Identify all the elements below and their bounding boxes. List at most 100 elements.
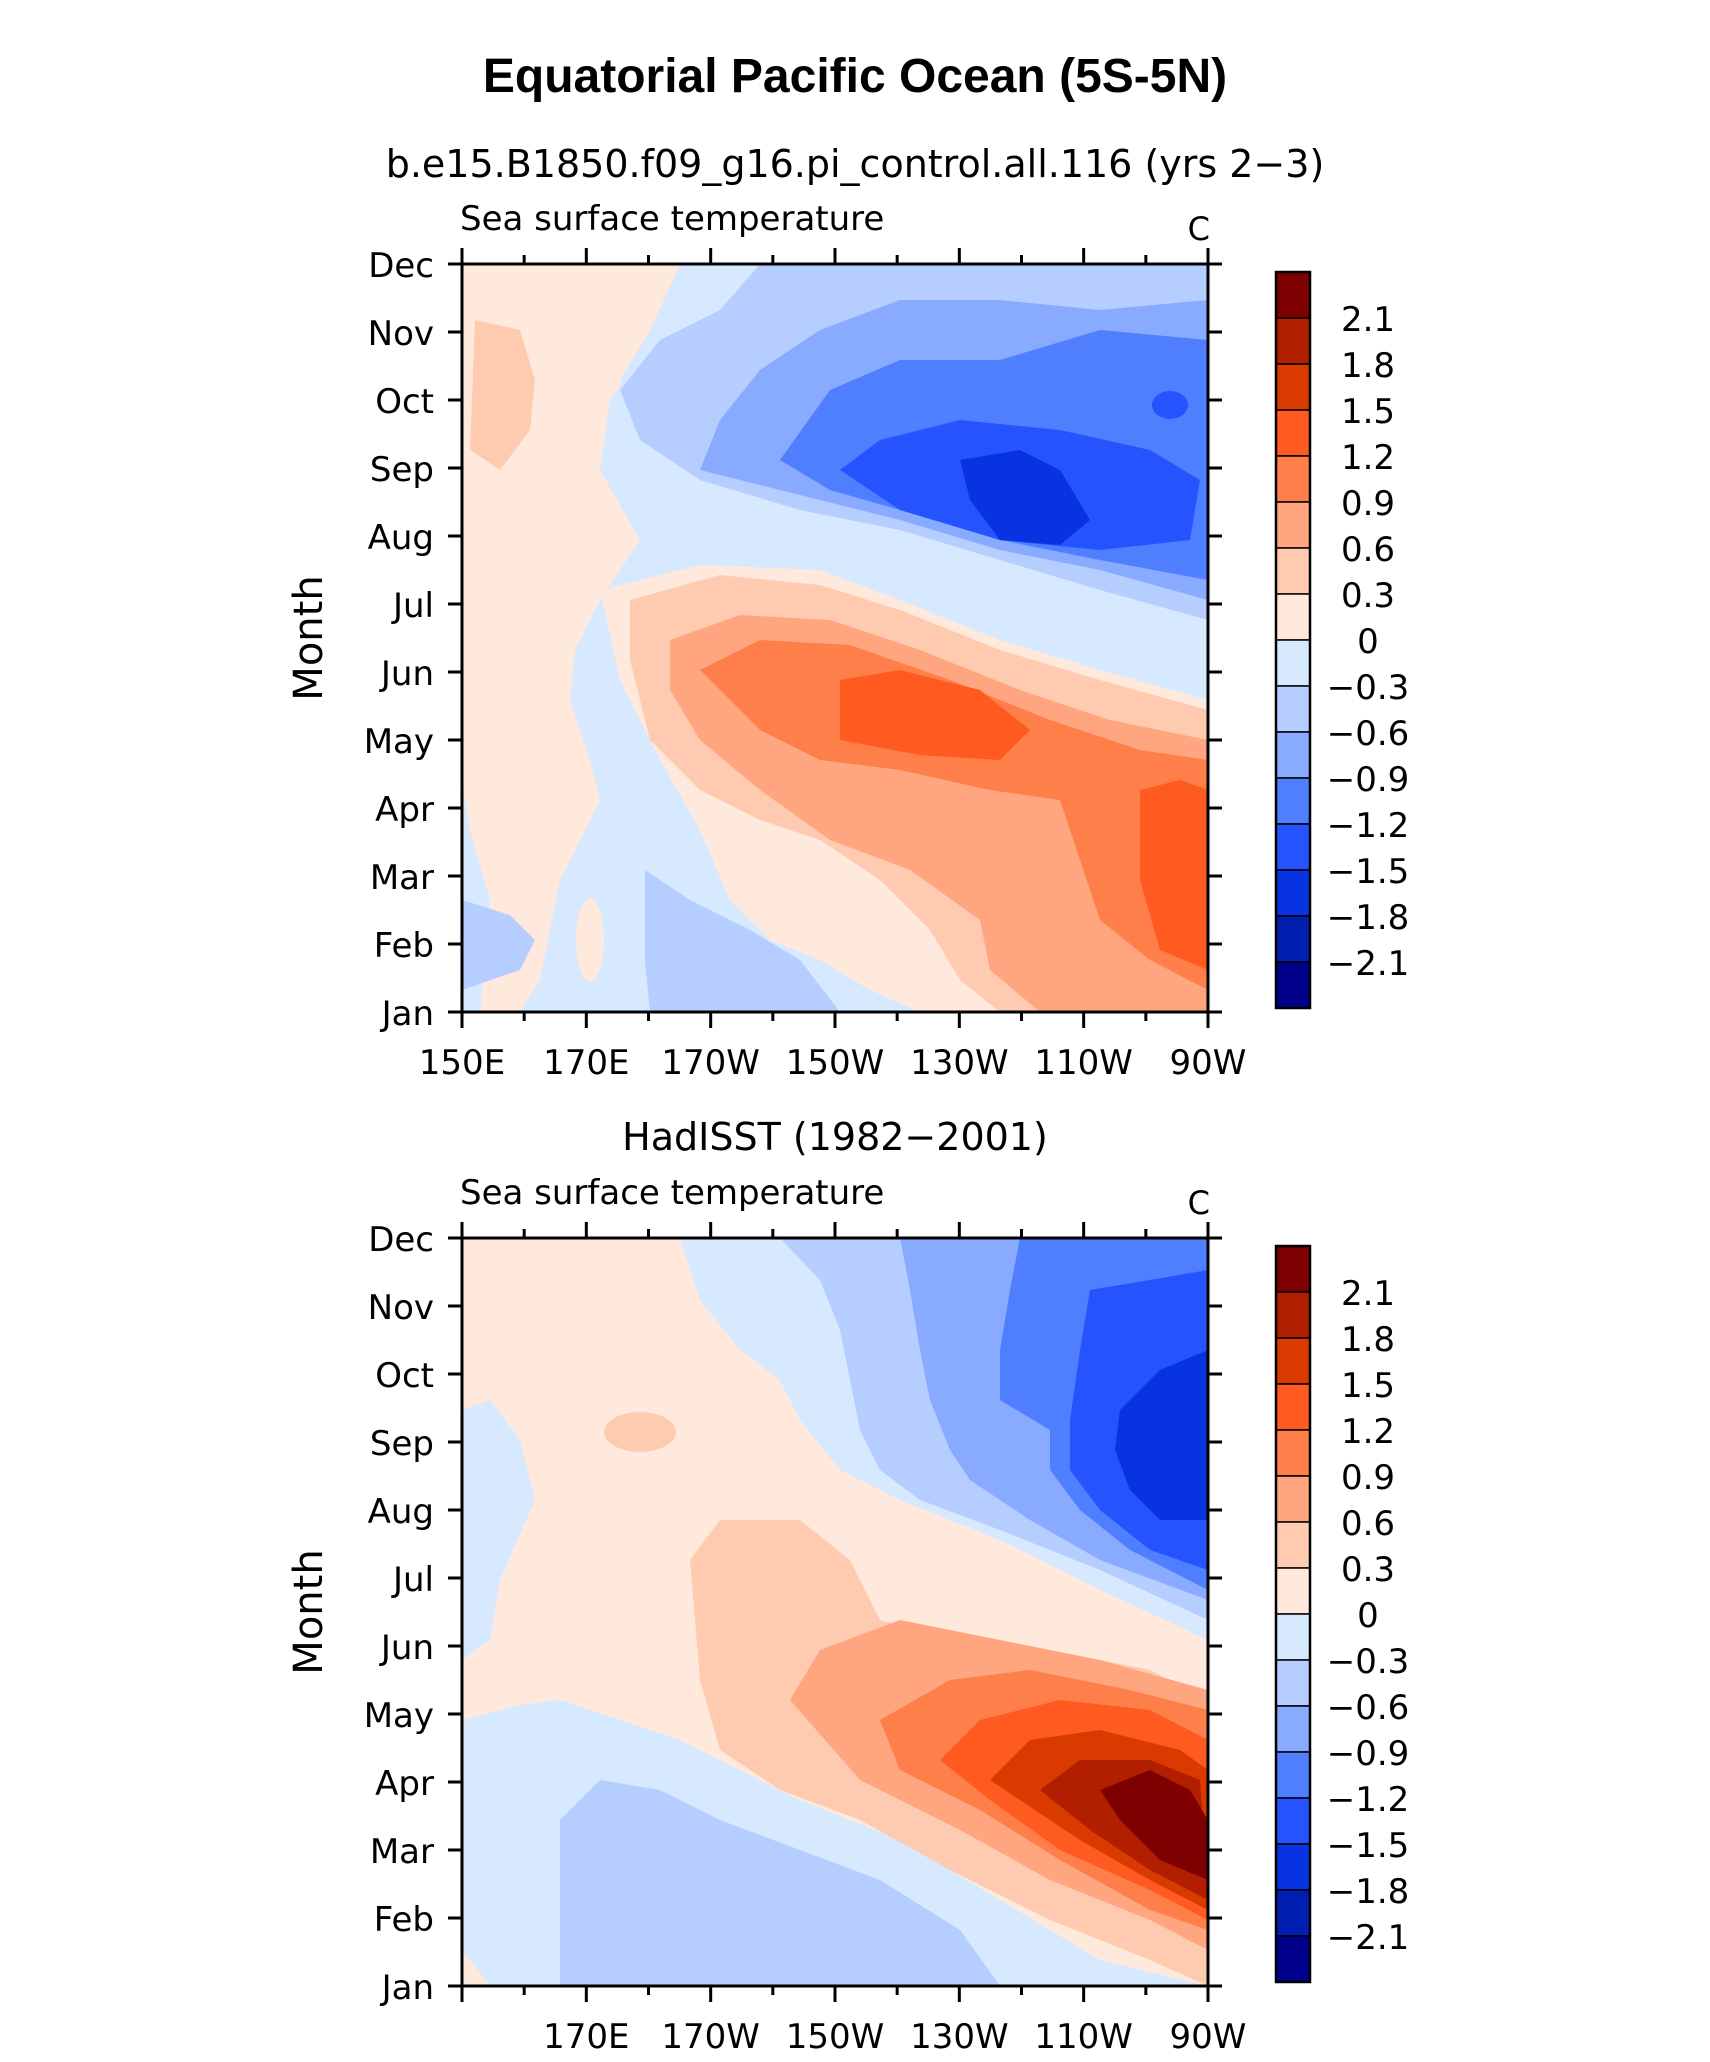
y-tick-label: Apr (375, 790, 434, 830)
colorbar-swatch (1275, 961, 1311, 1009)
colorbar-label: −2.1 (1327, 1918, 1410, 1958)
y-tick-label: Jun (379, 654, 434, 694)
y-tick-label: Dec (368, 246, 434, 286)
y-tick-label: May (364, 1696, 434, 1736)
colorbar-swatch (1275, 869, 1311, 917)
y-tick-label: Aug (368, 1492, 434, 1532)
colorbar-swatch (1275, 1889, 1311, 1937)
colorbar-label: −1.2 (1327, 1780, 1410, 1820)
x-tick-label: 130W (910, 2017, 1009, 2057)
contour-field (462, 264, 1208, 1012)
x-tick-label: 150E (419, 1043, 505, 1083)
colorbar-label: 0 (1357, 1596, 1379, 1636)
panel-title: b.e15.B1850.f09_g16.pi_control.all.116 (… (386, 142, 1325, 186)
colorbar-label: 1.8 (1341, 1320, 1395, 1360)
figure-title: Equatorial Pacific Ocean (5S-5N) (483, 50, 1227, 103)
colorbar-swatch (1275, 409, 1311, 457)
colorbar-swatch (1275, 593, 1311, 641)
colorbar-label: 0 (1357, 622, 1379, 662)
y-tick-label: Nov (368, 1288, 434, 1328)
y-tick-label: May (364, 722, 434, 762)
colorbar-label: −1.8 (1327, 898, 1410, 938)
x-tick-label: 150W (786, 2017, 885, 2057)
y-tick-label: Jun (379, 1628, 434, 1668)
x-tick-label: 150W (786, 1043, 885, 1083)
y-tick-label: Jul (391, 586, 434, 626)
y-tick-label: Oct (375, 382, 434, 422)
axis-ticks: Jan Feb Mar Apr May Jun Jul Aug Sep Oct Nov Dec 170E… (364, 1220, 1247, 2057)
colorbar-label: −1.5 (1327, 1826, 1410, 1866)
colorbar-label: −0.3 (1327, 668, 1410, 708)
contour-field (462, 1238, 1208, 1986)
colorbar-swatch (1275, 1429, 1311, 1477)
colorbar-swatch (1275, 1751, 1311, 1799)
colorbar-swatch (1275, 363, 1311, 411)
colorbar-label: 0.9 (1341, 484, 1395, 524)
colorbar-swatch (1275, 1567, 1311, 1615)
colorbar-label: −1.5 (1327, 852, 1410, 892)
colorbar-label: 0.6 (1341, 530, 1395, 570)
colorbar-swatch (1275, 455, 1311, 503)
right-string: C (1188, 1184, 1210, 1222)
y-tick-label: Mar (370, 858, 434, 898)
y-tick-label: Feb (374, 1900, 434, 1940)
colorbar-swatch (1275, 1843, 1311, 1891)
colorbar-swatch (1275, 1797, 1311, 1845)
colorbar-swatch (1275, 823, 1311, 871)
colorbar-swatch (1275, 777, 1311, 825)
y-tick-label: Nov (368, 314, 434, 354)
colorbar-swatch (1275, 317, 1311, 365)
colorbar-swatch (1275, 1613, 1311, 1661)
x-tick-label: 90W (1170, 2017, 1247, 2057)
panel-obs: HadISST (1982−2001) Sea surface temperat… (286, 1115, 1246, 2057)
y-tick-label: Apr (375, 1764, 434, 1804)
colorbar-swatch (1275, 501, 1311, 549)
colorbar-swatch (1275, 547, 1311, 595)
colorbar-swatch (1275, 1291, 1311, 1339)
colorbar-swatch (1275, 271, 1311, 319)
y-tick-label: Sep (370, 1424, 434, 1464)
colorbar-label: 2.1 (1341, 1274, 1395, 1314)
colorbar-label: −0.3 (1327, 1642, 1410, 1682)
colorbar-label: −0.9 (1327, 1734, 1410, 1774)
panel-model: b.e15.B1850.f09_g16.pi_control.all.116 (… (286, 142, 1324, 1083)
x-tick-label: 90W (1170, 1043, 1247, 1083)
colorbar-swatch (1275, 915, 1311, 963)
colorbar-label: 1.5 (1341, 1366, 1395, 1406)
y-tick-label: Oct (375, 1356, 434, 1396)
y-tick-label: Jan (380, 994, 434, 1034)
x-tick-label: 110W (1034, 1043, 1133, 1083)
colorbar-label: 1.5 (1341, 392, 1395, 432)
colorbar-label: −0.6 (1327, 1688, 1410, 1728)
x-tick-label: 110W (1034, 2017, 1133, 2057)
colorbar-swatch (1275, 1935, 1311, 1983)
colorbar-label: 0.3 (1341, 1550, 1395, 1590)
x-tick-label: 170E (543, 2017, 629, 2057)
colorbar-label: −2.1 (1327, 944, 1410, 984)
y-tick-label: Jan (380, 1968, 434, 2008)
colorbar-label: 1.2 (1341, 1412, 1395, 1452)
colorbar-label: −1.2 (1327, 806, 1410, 846)
left-string: Sea surface temperature (460, 1173, 884, 1213)
y-tick-label: Jul (391, 1560, 434, 1600)
colorbar-swatch (1275, 1245, 1311, 1293)
colorbar-swatch (1275, 1521, 1311, 1569)
panel-title: HadISST (1982−2001) (622, 1115, 1048, 1159)
right-string: C (1188, 210, 1210, 248)
y-tick-label: Sep (370, 450, 434, 490)
colorbar-label: 0.9 (1341, 1458, 1395, 1498)
x-tick-label: 170W (661, 2017, 760, 2057)
colorbar-label: −0.6 (1327, 714, 1410, 754)
colorbar-swatch (1275, 685, 1311, 733)
colorbar: 2.1 1.8 1.5 1.2 0.9 0.6 0.3 0 −0.3 −0.6 −0.9 −1.2 −1… (1274, 270, 1410, 1010)
colorbar-swatch (1275, 731, 1311, 779)
colorbar-swatch (1275, 1337, 1311, 1385)
colorbar-label: −1.8 (1327, 1872, 1410, 1912)
colorbar-swatch (1275, 639, 1311, 687)
y-tick-label: Dec (368, 1220, 434, 1260)
y-tick-label: Feb (374, 926, 434, 966)
y-tick-label: Aug (368, 518, 434, 558)
colorbar-label: 1.8 (1341, 346, 1395, 386)
colorbar-swatch (1275, 1383, 1311, 1431)
colorbar-label: 0.3 (1341, 576, 1395, 616)
